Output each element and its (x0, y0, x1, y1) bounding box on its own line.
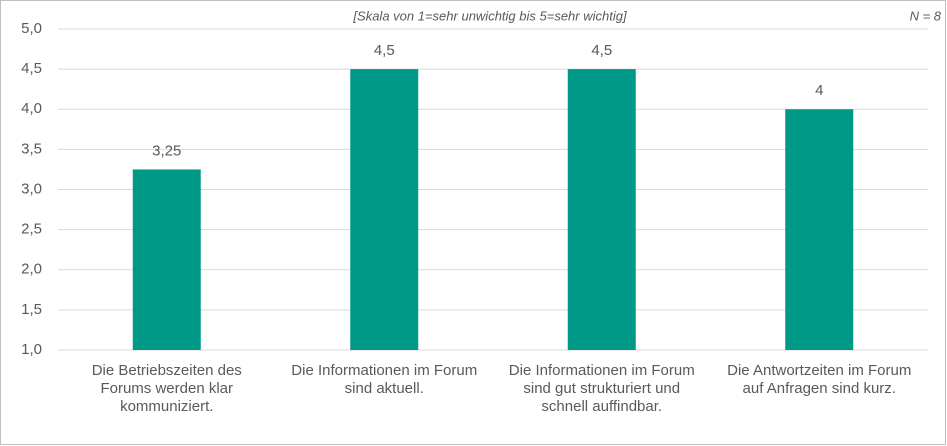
y-tick-label: 4,0 (21, 100, 42, 117)
x-tick-label: Die Betriebszeiten des Forums werden kla… (91, 362, 242, 415)
data-label: 4,5 (591, 42, 612, 59)
data-label: 3,25 (152, 142, 181, 159)
bar (785, 109, 854, 350)
data-label: 4 (815, 82, 823, 99)
y-tick-label: 5,0 (21, 20, 42, 37)
sample-size: N = 8 (910, 8, 942, 23)
x-tick-label: Die Informationen im Forum sind gut stru… (508, 362, 695, 415)
y-tick-label: 2,0 (21, 261, 42, 278)
bar (350, 69, 419, 350)
scale-note: [Skala von 1=sehr unwichtig bis 5=sehr w… (352, 8, 627, 23)
x-tick-label: Die Antwortzeiten im Forum auf Anfragen … (727, 362, 912, 397)
data-label: 4,5 (374, 42, 395, 59)
y-tick-label: 1,5 (21, 301, 42, 318)
y-tick-label: 3,0 (21, 180, 42, 197)
bar (567, 69, 636, 350)
bar (132, 169, 201, 350)
y-tick-label: 1,0 (21, 341, 42, 358)
x-tick-label: Die Informationen im Forum sind aktuell. (291, 362, 478, 397)
y-tick-label: 3,5 (21, 140, 42, 157)
y-tick-label: 4,5 (21, 60, 42, 77)
y-tick-label: 2,5 (21, 221, 42, 238)
